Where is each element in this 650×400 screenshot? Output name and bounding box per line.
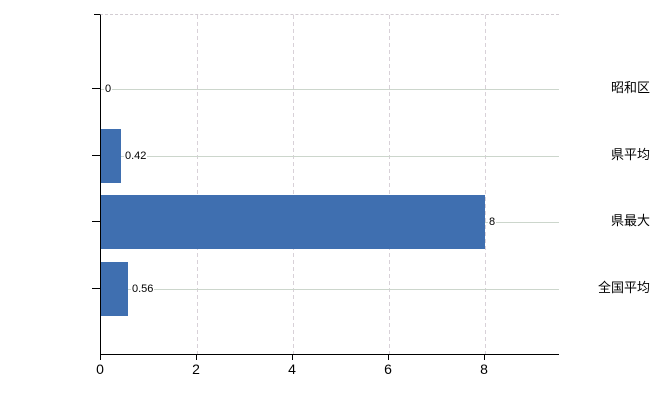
vertical-gridline — [197, 15, 198, 354]
plot-area: 0 0.42 8 0.56 — [100, 14, 559, 355]
vertical-gridline — [389, 15, 390, 354]
x-axis-tick — [292, 354, 293, 360]
x-axis-tick — [484, 354, 485, 360]
x-axis-tick — [388, 354, 389, 360]
x-axis-label-8: 8 — [480, 361, 488, 377]
bar-全国平均[interactable] — [101, 262, 128, 316]
y-axis-label-全国平均: 全国平均 — [597, 280, 650, 295]
y-axis-tick — [92, 155, 100, 156]
x-axis-label-2: 2 — [192, 361, 200, 377]
bar-県平均[interactable] — [101, 129, 121, 183]
x-axis-label-0: 0 — [96, 361, 104, 377]
x-axis-tick — [196, 354, 197, 360]
data-label: 0 — [104, 83, 113, 96]
horizontal-gridline — [101, 156, 559, 157]
x-axis-label-6: 6 — [384, 361, 392, 377]
y-axis-label-昭和区: 昭和区 — [610, 80, 650, 95]
horizontal-gridline — [101, 89, 559, 90]
vertical-gridline — [485, 15, 486, 354]
y-axis-label-県平均: 県平均 — [610, 147, 650, 162]
x-axis-tick — [100, 354, 101, 360]
y-axis-tick — [92, 288, 100, 289]
y-axis-tick — [92, 221, 100, 222]
x-axis-label-4: 4 — [288, 361, 296, 377]
data-label: 8 — [488, 216, 497, 229]
bar-県最大[interactable] — [101, 195, 485, 249]
data-label: 0.42 — [124, 150, 148, 163]
horizontal-gridline — [101, 289, 559, 290]
vertical-gridline — [293, 15, 294, 354]
data-label: 0.56 — [131, 283, 155, 296]
y-axis-end-tick — [94, 14, 100, 15]
y-axis-label-県最大: 県最大 — [610, 213, 650, 228]
y-axis-tick — [92, 88, 100, 89]
